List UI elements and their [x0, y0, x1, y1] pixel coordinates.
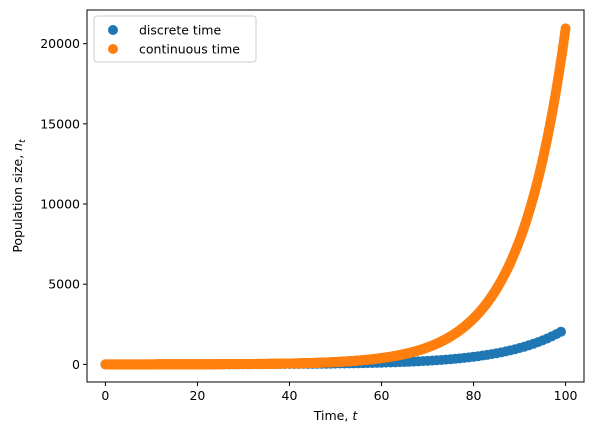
y-tick-label: 20000	[40, 36, 80, 51]
x-axis-label: Time, t	[313, 408, 359, 423]
legend: discrete time continuous time	[93, 15, 257, 63]
legend-label-discrete: discrete time	[139, 23, 221, 38]
legend-marker-continuous	[108, 44, 118, 54]
x-tick-label: 0	[101, 388, 109, 403]
x-tick-label: 80	[466, 388, 482, 403]
y-tick-label: 15000	[40, 116, 80, 131]
plot-frame	[86, 9, 585, 383]
y-tick-label: 10000	[40, 197, 80, 212]
x-tick-label: 20	[189, 388, 205, 403]
legend-label-continuous: continuous time	[139, 42, 240, 57]
legend-marker-discrete	[108, 25, 118, 35]
data-points	[100, 23, 571, 370]
y-axis: 0 5000 10000 15000 20000	[40, 36, 87, 372]
data-point	[555, 326, 566, 337]
x-axis: 0 20 40 60 80 100	[101, 382, 578, 403]
data-point	[560, 23, 571, 34]
y-tick-label: 5000	[48, 277, 80, 292]
x-tick-label: 60	[374, 388, 390, 403]
y-tick-label: 0	[72, 357, 80, 372]
x-tick-label: 40	[282, 388, 298, 403]
x-tick-label: 100	[554, 388, 578, 403]
y-axis-label: Population size, nt	[10, 139, 28, 253]
legend-frame	[93, 15, 257, 63]
series-continuous	[100, 23, 571, 370]
